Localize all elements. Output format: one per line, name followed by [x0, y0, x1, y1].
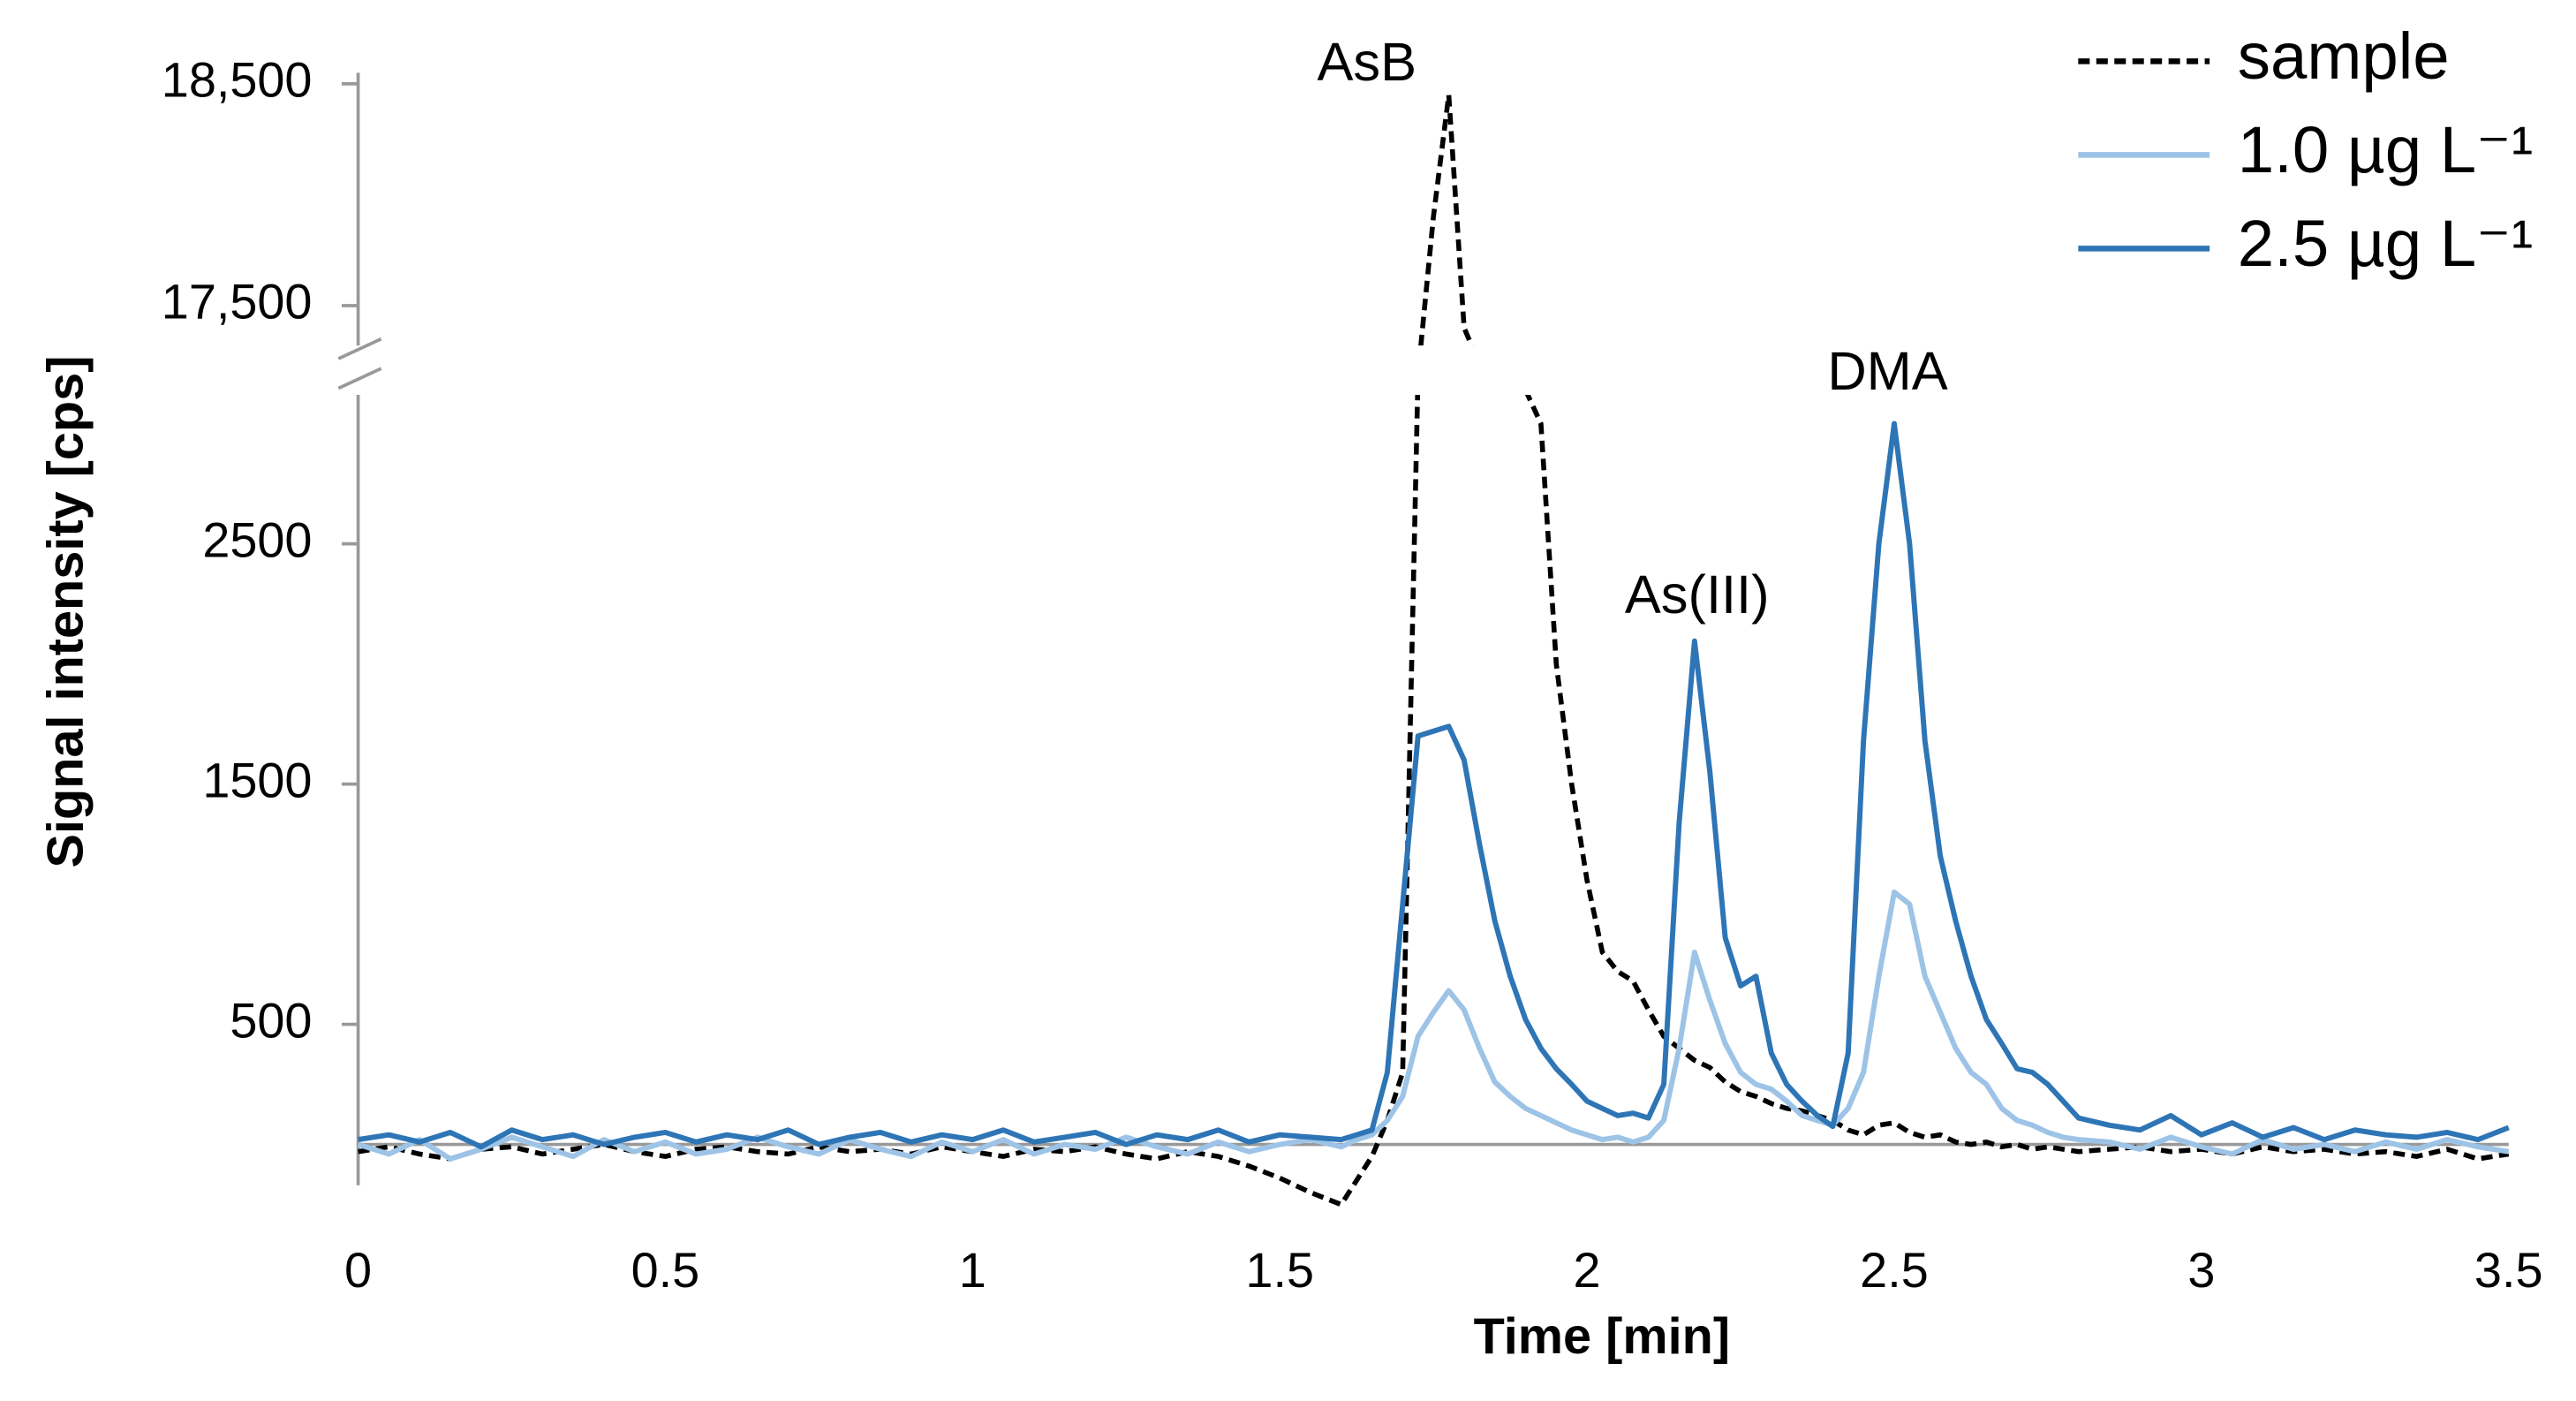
x-tick-label: 0.5: [631, 1242, 700, 1298]
axis-break: [337, 337, 382, 390]
x-tick-label: 3: [2187, 1242, 2215, 1298]
y-tick-label: 18,500: [162, 52, 313, 108]
series-line: [357, 890, 2510, 1162]
y-tick-label: 17,500: [162, 274, 313, 329]
series-line: [358, 420, 2510, 1150]
x-tick-label: 2.5: [1860, 1242, 1929, 1298]
plot-area: [357, 92, 2510, 1208]
annotation: AsB: [1318, 32, 1417, 93]
x-tick-label: 3.5: [2474, 1242, 2543, 1298]
y-tick-label: 2500: [202, 511, 312, 567]
y-tick-label: 500: [230, 992, 312, 1048]
legend-label: 1.0 µg L⁻¹: [2238, 113, 2533, 186]
legend-label: sample: [2238, 19, 2450, 93]
x-axis-label: Time [min]: [1474, 1308, 1730, 1365]
y-axis-label: Signal intensity [cps]: [37, 356, 94, 868]
x-tick-label: 1.5: [1245, 1242, 1314, 1298]
annotation: As(III): [1625, 564, 1770, 625]
x-tick-label: 2: [1574, 1242, 1601, 1298]
annotation: DMA: [1827, 341, 1947, 402]
x-tick-label: 1: [959, 1242, 986, 1298]
series-line: [358, 92, 2510, 1208]
legend-label: 2.5 µg L⁻¹: [2238, 207, 2533, 280]
x-tick-label: 0: [344, 1242, 372, 1298]
y-tick-label: 1500: [202, 752, 312, 807]
